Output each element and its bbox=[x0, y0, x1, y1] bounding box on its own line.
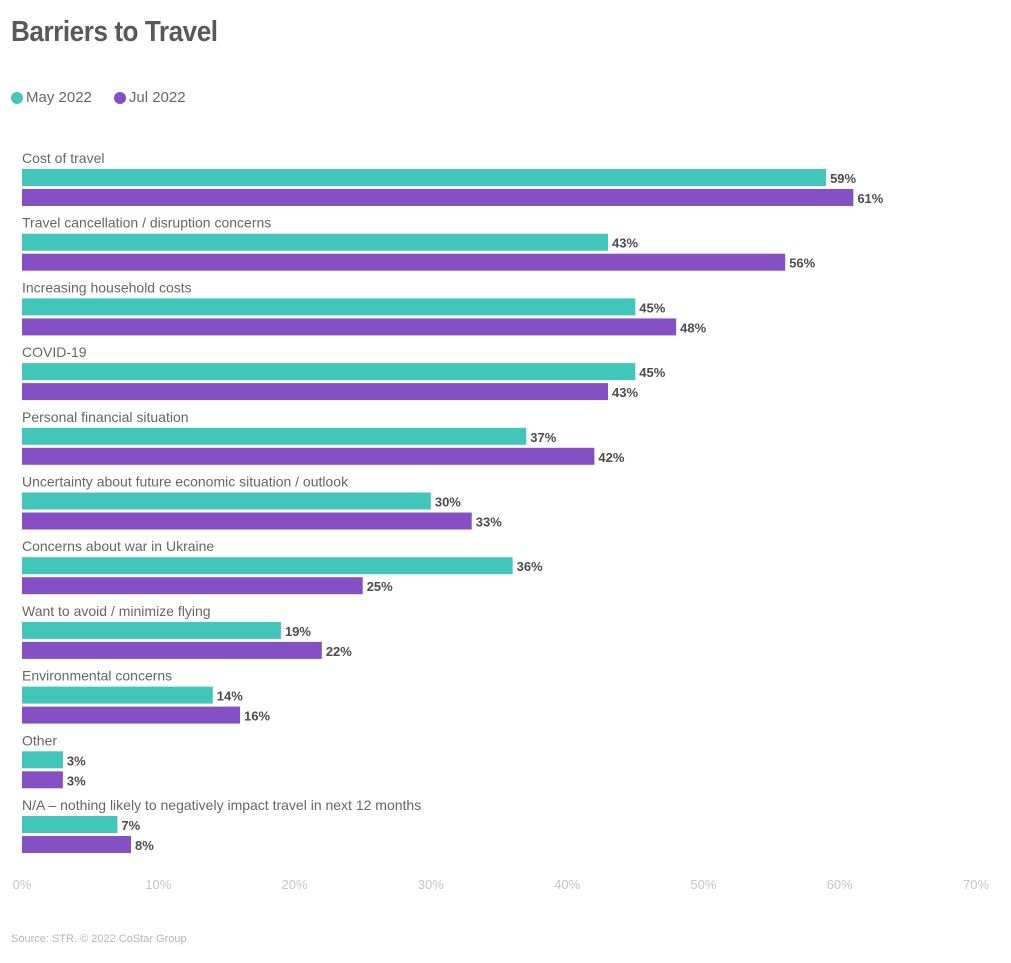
bar-may-2022-travel-cancellation-disruption-concerns bbox=[22, 233, 609, 251]
value-label-may-2022-personal-financial-situation: 37% bbox=[530, 430, 556, 445]
bar-jul-2022-n-a-nothing-likely-to-negatively-impact-travel-in-next-12-months bbox=[22, 836, 132, 853]
value-label-jul-2022-n-a-nothing-likely-to-negatively-impact-travel-in-next-12-months: 8% bbox=[135, 838, 154, 853]
bar-may-2022-n-a-nothing-likely-to-negatively-impact-travel-in-next-12-months bbox=[22, 816, 118, 833]
category-label-travel-cancellation-disruption-concerns: Travel cancellation / disruption concern… bbox=[22, 215, 271, 231]
bar-jul-2022-other bbox=[22, 771, 63, 789]
bar-may-2022-want-to-avoid-minimize-flying bbox=[22, 621, 281, 639]
bar-may-2022-covid-19 bbox=[22, 363, 636, 381]
legend-swatch-jul-2022 bbox=[113, 91, 126, 104]
bar-may-2022-increasing-household-costs bbox=[22, 298, 636, 316]
bar-may-2022-concerns-about-war-in-ukraine bbox=[22, 557, 513, 575]
value-label-may-2022-n-a-nothing-likely-to-negatively-impact-travel-in-next-12-months: 7% bbox=[121, 818, 140, 833]
bar-jul-2022-concerns-about-war-in-ukraine bbox=[22, 577, 363, 595]
bar-jul-2022-environmental-concerns bbox=[22, 706, 241, 724]
bar-jul-2022-uncertainty-about-future-economic-situation-outlook bbox=[22, 512, 472, 530]
source-note: Source: STR. © 2022 CoStar Group bbox=[11, 933, 187, 945]
value-label-jul-2022-other: 3% bbox=[67, 773, 86, 788]
legend-label-may-2022: May 2022 bbox=[26, 89, 92, 106]
value-label-jul-2022-environmental-concerns: 16% bbox=[244, 709, 270, 724]
bar-jul-2022-covid-19 bbox=[22, 383, 609, 401]
category-label-cost-of-travel: Cost of travel bbox=[22, 150, 104, 166]
x-tick-label-0: 0% bbox=[13, 877, 32, 892]
value-label-may-2022-travel-cancellation-disruption-concerns: 43% bbox=[612, 236, 638, 251]
value-label-jul-2022-cost-of-travel: 61% bbox=[857, 191, 883, 206]
bar-jul-2022-travel-cancellation-disruption-concerns bbox=[22, 253, 786, 271]
value-label-may-2022-concerns-about-war-in-ukraine: 36% bbox=[517, 559, 543, 574]
x-tick-label-10: 10% bbox=[145, 877, 171, 892]
category-label-concerns-about-war-in-ukraine: Concerns about war in Ukraine bbox=[22, 538, 214, 554]
category-label-environmental-concerns: Environmental concerns bbox=[22, 668, 172, 684]
legend-swatch-may-2022 bbox=[11, 91, 23, 104]
value-label-may-2022-want-to-avoid-minimize-flying: 19% bbox=[285, 624, 311, 639]
value-label-may-2022-environmental-concerns: 14% bbox=[217, 689, 243, 704]
category-label-personal-financial-situation: Personal financial situation bbox=[22, 409, 189, 425]
legend-item-may-2022: May 2022 bbox=[11, 89, 92, 106]
bar-may-2022-environmental-concerns bbox=[22, 686, 213, 704]
value-label-may-2022-uncertainty-about-future-economic-situation-outlook: 30% bbox=[435, 495, 461, 510]
x-tick-label-50: 50% bbox=[690, 877, 716, 892]
x-tick-label-30: 30% bbox=[418, 877, 444, 892]
category-label-uncertainty-about-future-economic-situation-outlook: Uncertainty about future economic situat… bbox=[22, 474, 349, 490]
value-label-may-2022-covid-19: 45% bbox=[639, 365, 665, 380]
value-label-jul-2022-covid-19: 43% bbox=[612, 385, 638, 400]
value-label-may-2022-other: 3% bbox=[67, 753, 86, 768]
bar-jul-2022-increasing-household-costs bbox=[22, 318, 677, 336]
bar-jul-2022-want-to-avoid-minimize-flying bbox=[22, 641, 322, 659]
value-label-jul-2022-increasing-household-costs: 48% bbox=[680, 320, 706, 335]
category-label-increasing-household-costs: Increasing household costs bbox=[22, 279, 192, 295]
value-label-jul-2022-personal-financial-situation: 42% bbox=[598, 450, 624, 465]
category-label-n-a-nothing-likely-to-negatively-impact-travel-in-next-12-months: N/A – nothing likely to negatively impac… bbox=[22, 797, 421, 813]
x-tick-label-60: 60% bbox=[827, 877, 853, 892]
bar-may-2022-cost-of-travel bbox=[22, 169, 827, 186]
value-label-may-2022-increasing-household-costs: 45% bbox=[639, 300, 665, 315]
category-label-other: Other bbox=[22, 732, 57, 748]
value-label-jul-2022-uncertainty-about-future-economic-situation-outlook: 33% bbox=[476, 515, 502, 530]
bar-may-2022-uncertainty-about-future-economic-situation-outlook bbox=[22, 492, 431, 510]
value-label-jul-2022-want-to-avoid-minimize-flying: 22% bbox=[326, 644, 352, 659]
category-label-want-to-avoid-minimize-flying: Want to avoid / minimize flying bbox=[22, 603, 211, 619]
bar-jul-2022-cost-of-travel bbox=[22, 189, 854, 206]
x-tick-label-20: 20% bbox=[282, 877, 308, 892]
value-label-jul-2022-travel-cancellation-disruption-concerns: 56% bbox=[789, 256, 815, 271]
bar-may-2022-personal-financial-situation bbox=[22, 427, 527, 445]
x-tick-label-40: 40% bbox=[554, 877, 580, 892]
value-label-may-2022-cost-of-travel: 59% bbox=[830, 171, 856, 186]
category-label-covid-19: COVID-19 bbox=[22, 344, 87, 360]
value-label-jul-2022-concerns-about-war-in-ukraine: 25% bbox=[367, 579, 393, 594]
bar-jul-2022-personal-financial-situation bbox=[22, 447, 595, 465]
x-tick-label-70: 70% bbox=[963, 877, 989, 892]
chart-title: Barriers to Travel bbox=[11, 16, 218, 48]
legend-label-jul-2022: Jul 2022 bbox=[128, 89, 186, 106]
bar-may-2022-other bbox=[22, 751, 63, 769]
legend: May 2022 Jul 2022 bbox=[11, 89, 208, 106]
legend-item-jul-2022: Jul 2022 bbox=[113, 89, 186, 106]
